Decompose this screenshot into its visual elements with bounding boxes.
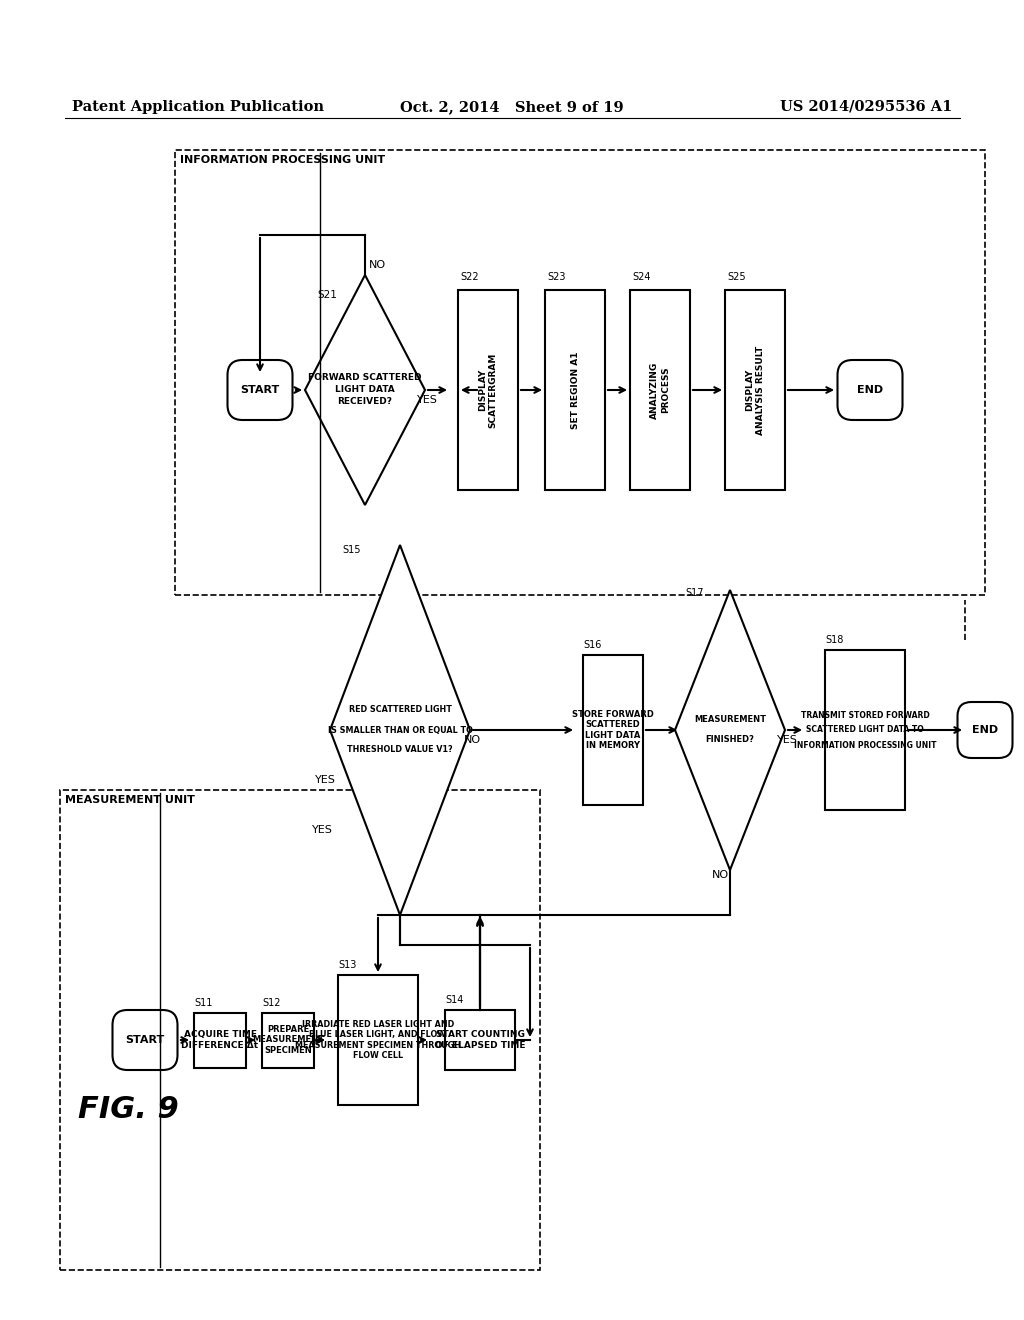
Text: INFORMATION PROCESSING UNIT: INFORMATION PROCESSING UNIT [794, 741, 936, 750]
Text: DISPLAY
SCATTERGRAM: DISPLAY SCATTERGRAM [478, 352, 498, 428]
Polygon shape [330, 545, 470, 915]
Text: S13: S13 [338, 960, 356, 970]
Polygon shape [675, 590, 785, 870]
Text: IRRADIATE RED LASER LIGHT AND
BLUE LASER LIGHT, AND FLOW
MEASUREMENT SPECIMEN TH: IRRADIATE RED LASER LIGHT AND BLUE LASER… [295, 1020, 461, 1060]
Text: START: START [125, 1035, 165, 1045]
Bar [262, 1012, 314, 1068]
Polygon shape [305, 275, 425, 506]
Text: S22: S22 [460, 272, 478, 282]
FancyBboxPatch shape [113, 1010, 177, 1071]
Text: SCATTERED LIGHT DATA TO: SCATTERED LIGHT DATA TO [806, 726, 924, 734]
Text: START: START [241, 385, 280, 395]
Text: S12: S12 [262, 998, 281, 1007]
Text: S16: S16 [583, 640, 601, 649]
Text: S23: S23 [547, 272, 565, 282]
Text: FORWARD SCATTERED: FORWARD SCATTERED [308, 374, 422, 383]
Text: YES: YES [311, 825, 333, 836]
Bar [194, 1012, 246, 1068]
Bar [445, 1010, 515, 1071]
Text: IS SMALLER THAN OR EQUAL TO: IS SMALLER THAN OR EQUAL TO [328, 726, 472, 734]
Text: S17: S17 [685, 587, 703, 598]
Text: SET REGION A1: SET REGION A1 [570, 351, 580, 429]
Text: S11: S11 [194, 998, 212, 1007]
Text: FINISHED?: FINISHED? [706, 735, 755, 744]
Bar [338, 975, 418, 1105]
Text: NO: NO [712, 870, 728, 880]
FancyBboxPatch shape [227, 360, 293, 420]
Bar [630, 290, 690, 490]
Bar [175, 150, 985, 595]
Text: US 2014/0295536 A1: US 2014/0295536 A1 [779, 100, 952, 114]
Text: END: END [972, 725, 998, 735]
Bar [583, 655, 643, 805]
Text: RED SCATTERED LIGHT: RED SCATTERED LIGHT [348, 705, 452, 714]
Text: S15: S15 [342, 545, 360, 554]
Text: YES: YES [314, 775, 336, 785]
Bar [458, 290, 518, 490]
Text: YES: YES [776, 735, 798, 744]
Text: PREPARE
MEASUREMENT
SPECIMEN: PREPARE MEASUREMENT SPECIMEN [252, 1026, 324, 1055]
Text: Patent Application Publication: Patent Application Publication [72, 100, 324, 114]
FancyBboxPatch shape [838, 360, 902, 420]
Text: RECEIVED?: RECEIVED? [338, 397, 392, 407]
Text: INFORMATION PROCESSING UNIT: INFORMATION PROCESSING UNIT [180, 154, 385, 165]
Text: TRANSMIT STORED FORWARD: TRANSMIT STORED FORWARD [801, 710, 930, 719]
Text: S21: S21 [317, 290, 337, 300]
Text: Oct. 2, 2014   Sheet 9 of 19: Oct. 2, 2014 Sheet 9 of 19 [400, 100, 624, 114]
Text: YES: YES [417, 395, 437, 405]
Text: ACQUIRE TIME
DIFFERENCE Δt: ACQUIRE TIME DIFFERENCE Δt [181, 1031, 259, 1049]
Bar [60, 789, 540, 1270]
Text: MEASUREMENT UNIT: MEASUREMENT UNIT [65, 795, 195, 805]
Text: S25: S25 [727, 272, 745, 282]
Text: THRESHOLD VALUE V1?: THRESHOLD VALUE V1? [347, 746, 453, 755]
Text: LIGHT DATA: LIGHT DATA [335, 385, 395, 395]
FancyBboxPatch shape [957, 702, 1013, 758]
Text: S14: S14 [445, 995, 464, 1005]
Bar [825, 649, 905, 810]
Text: MEASUREMENT: MEASUREMENT [694, 715, 766, 725]
Bar [545, 290, 605, 490]
Text: DISPLAY
ANALYSIS RESULT: DISPLAY ANALYSIS RESULT [745, 346, 765, 434]
Text: STORE FORWARD
SCATTERED
LIGHT DATA
IN MEMORY: STORE FORWARD SCATTERED LIGHT DATA IN ME… [572, 710, 654, 750]
Bar [725, 290, 785, 490]
Text: NO: NO [464, 735, 480, 744]
Text: START COUNTING
OF ELAPSED TIME: START COUNTING OF ELAPSED TIME [435, 1031, 525, 1049]
Text: S24: S24 [632, 272, 650, 282]
Text: END: END [857, 385, 883, 395]
Text: S18: S18 [825, 635, 844, 645]
Text: ANALYZING
PROCESS: ANALYZING PROCESS [650, 362, 670, 418]
Text: NO: NO [369, 260, 386, 271]
Text: FIG. 9: FIG. 9 [78, 1096, 179, 1125]
